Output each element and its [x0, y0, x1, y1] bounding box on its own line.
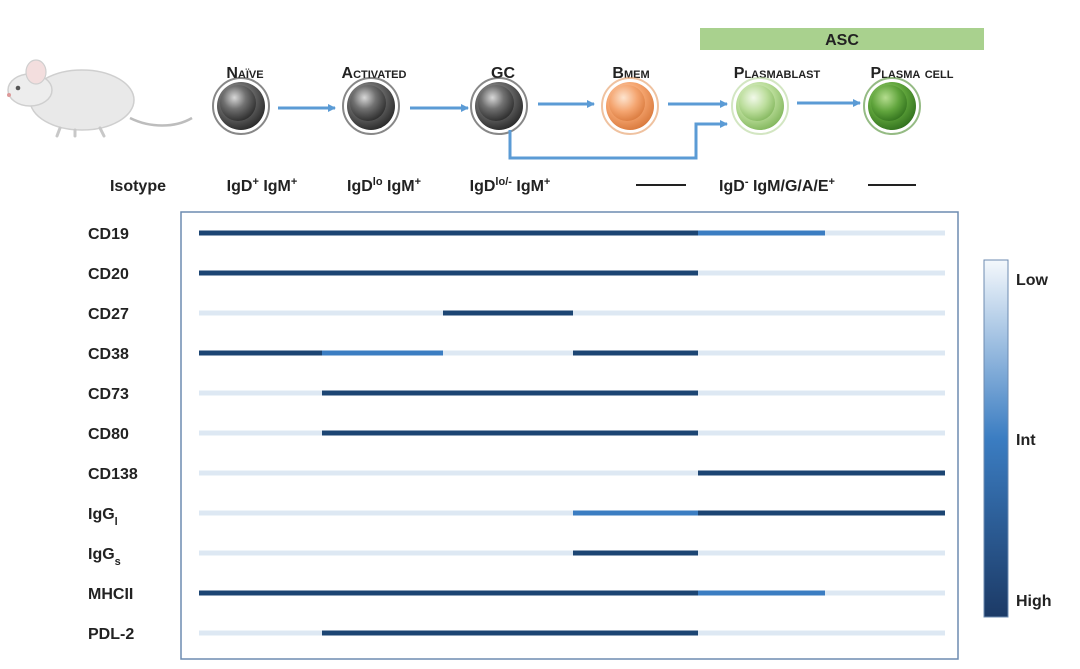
cell-activated	[342, 77, 400, 135]
marker-panel-frame	[180, 211, 959, 660]
expression-legend: Low Int High	[983, 259, 1052, 618]
isotype-late: IgD- IgM/G/A/E+	[719, 176, 835, 195]
stage-label-activated: Activated	[342, 65, 407, 82]
marker-label-igg-l: IgGl	[88, 506, 118, 528]
cell-bmem	[601, 77, 659, 135]
asc-label: ASC	[825, 32, 859, 49]
marker-label-mhcii: MHCII	[88, 586, 133, 603]
marker-label-cd80: CD80	[88, 426, 129, 443]
marker-label-cd38: CD38	[88, 346, 129, 363]
marker-label-cd73: CD73	[88, 386, 129, 403]
stage-label-plasmablast: Plasmablast	[734, 65, 821, 82]
cell-gc	[470, 77, 528, 135]
arrow-gc-plasmablast	[508, 120, 728, 160]
cell-na-ve	[212, 77, 270, 135]
isotype-row: Isotype IgD+ IgM+ IgDlo IgM+ IgDlo/- IgM…	[110, 176, 916, 195]
marker-label-cd138: CD138	[88, 466, 138, 483]
legend-color-bar	[983, 259, 1009, 618]
mouse-icon	[7, 59, 193, 138]
marker-label-pdl-2: PDL-2	[88, 626, 134, 643]
isotype-naive: IgD+ IgM+	[227, 176, 298, 195]
cell-plasmablast	[731, 77, 789, 135]
progression-arrows	[278, 99, 861, 160]
legend-high-label: High	[1016, 593, 1052, 610]
marker-label-igg-s: IgGs	[88, 546, 121, 568]
isotype-activated: IgDlo IgM+	[347, 176, 421, 195]
legend-int-label: Int	[1016, 432, 1036, 449]
asc-bar	[700, 28, 984, 50]
isotype-label: Isotype	[110, 178, 166, 195]
stage-label-bmem: Bmem	[612, 65, 649, 82]
isotype-gc: IgDlo/- IgM+	[470, 176, 551, 195]
marker-label-cd20: CD20	[88, 266, 129, 283]
marker-label-cd19: CD19	[88, 226, 129, 243]
marker-label-cd27: CD27	[88, 306, 129, 323]
legend-low-label: Low	[1016, 272, 1049, 289]
cell-plasma-cell	[863, 77, 921, 135]
